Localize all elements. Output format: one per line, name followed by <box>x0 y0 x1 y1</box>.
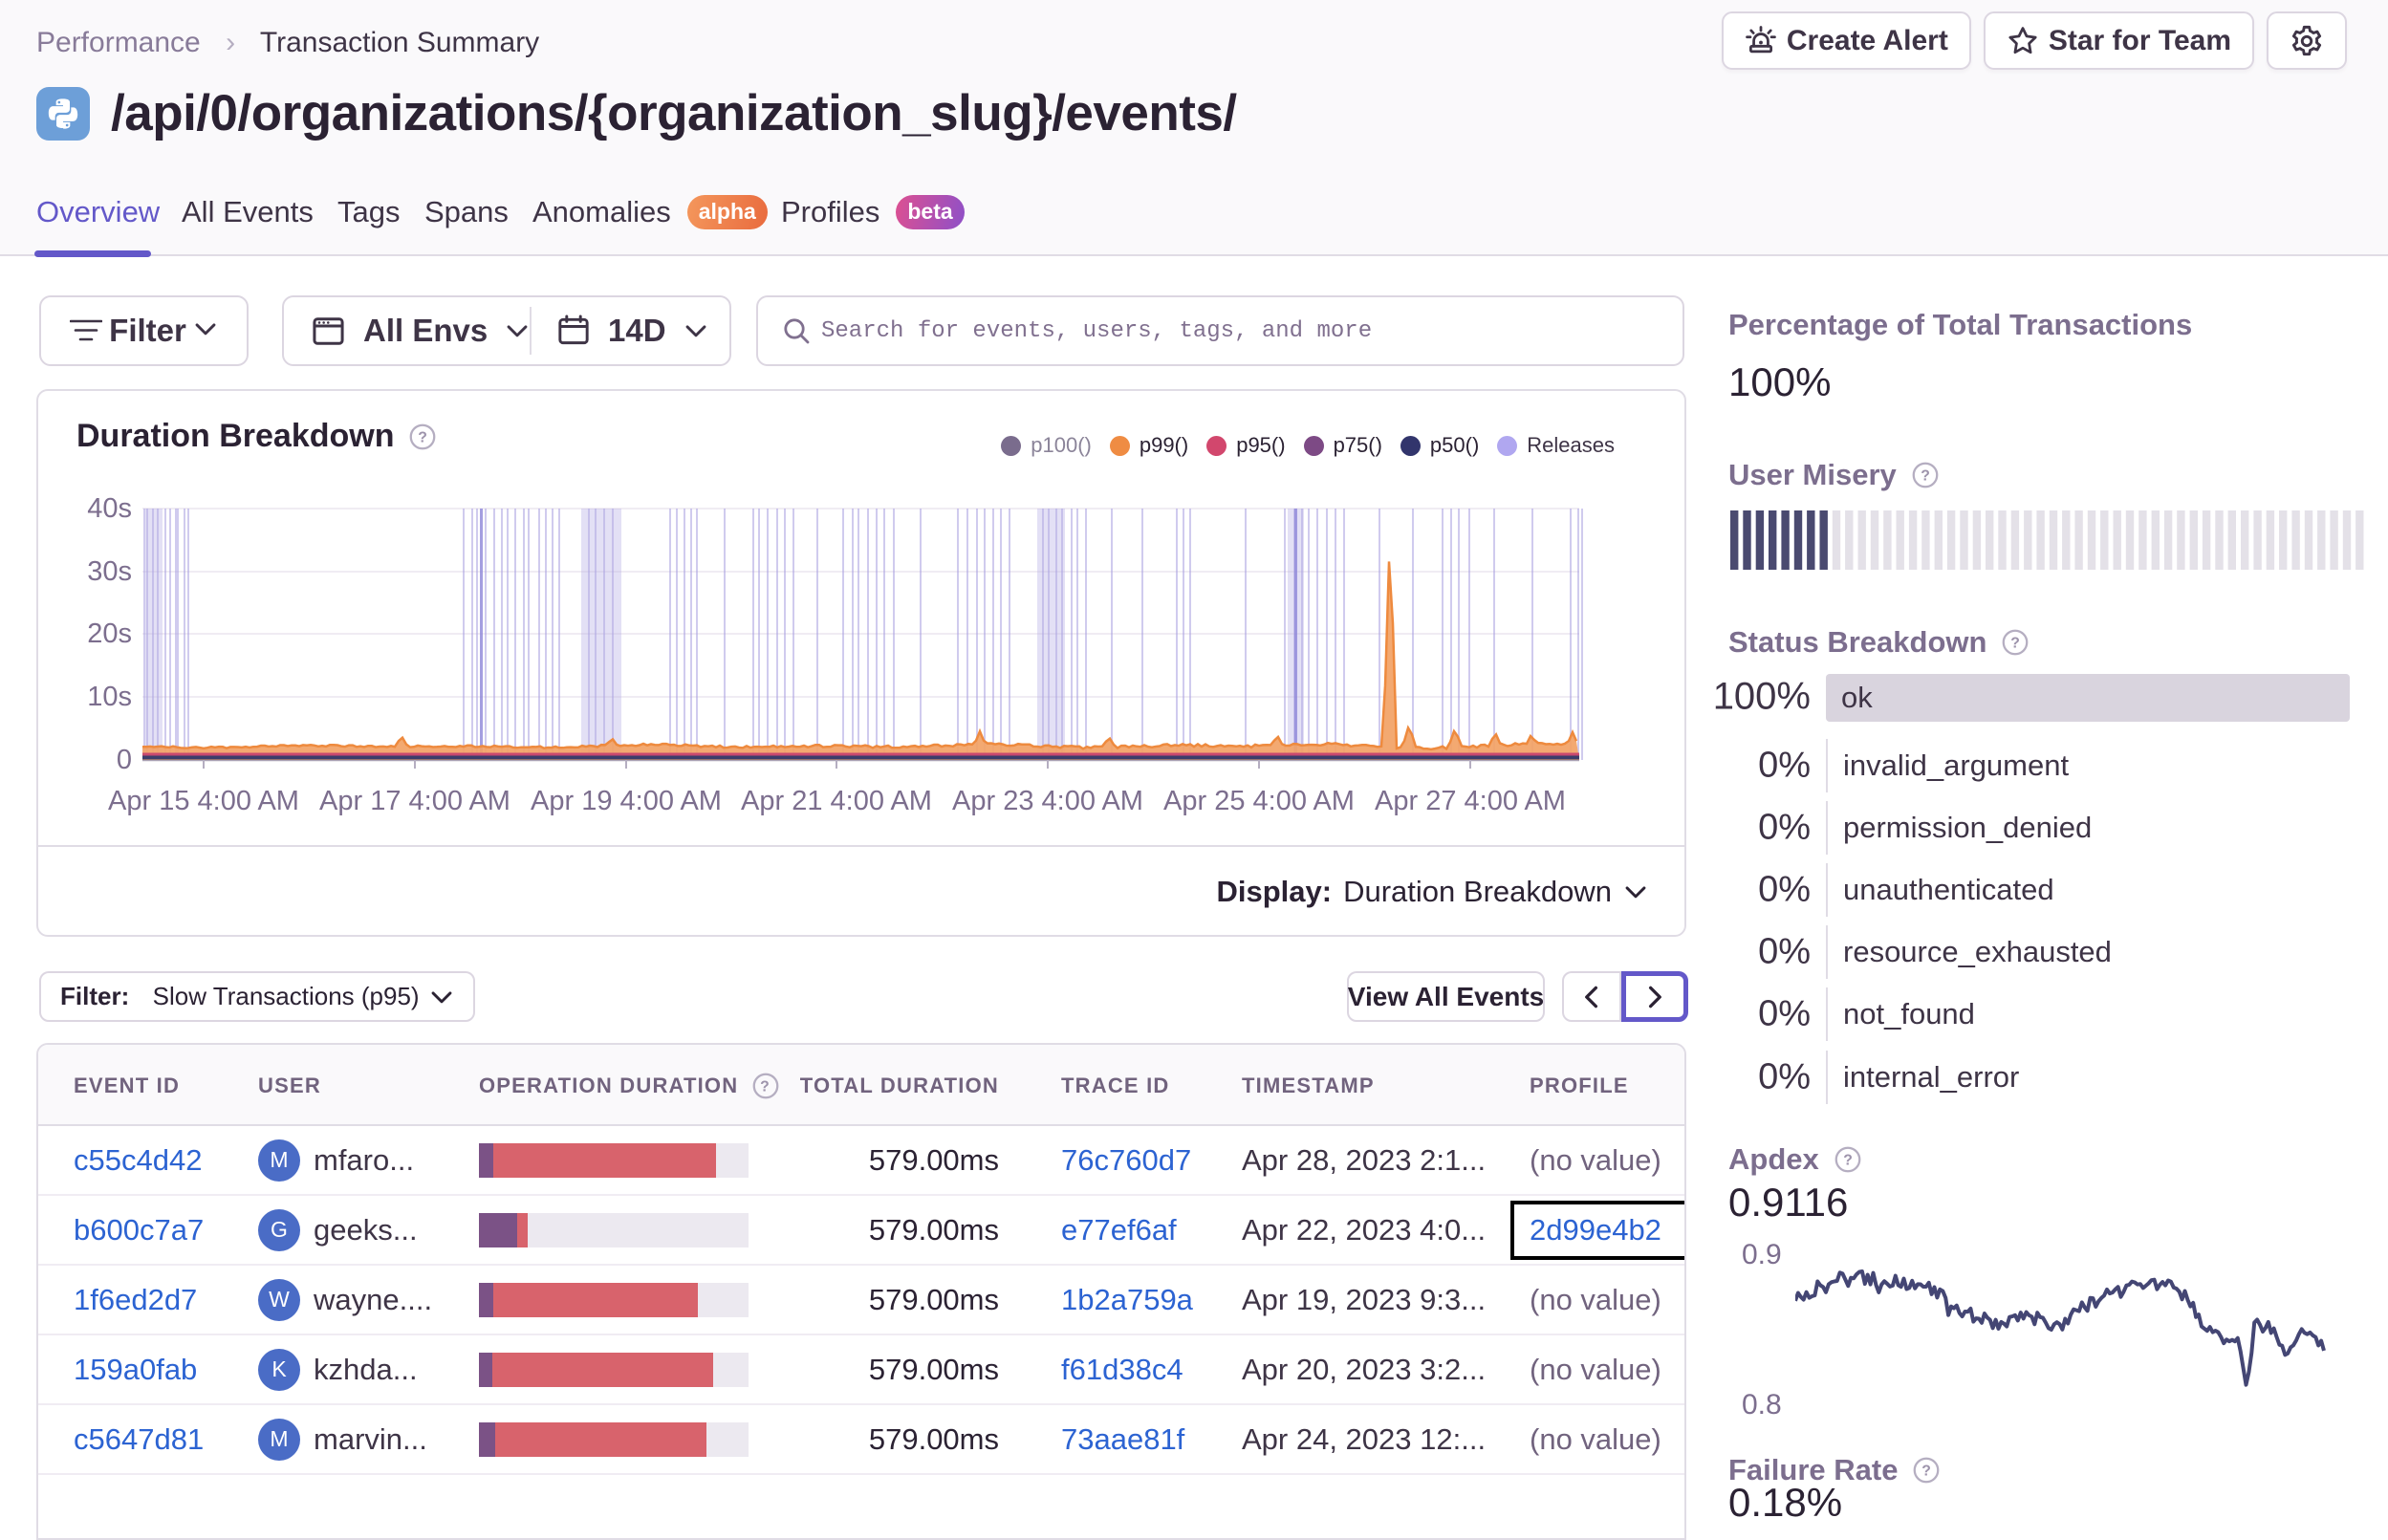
svg-text:?: ? <box>1843 1153 1853 1169</box>
svg-text:?: ? <box>760 1078 771 1095</box>
svg-text:?: ? <box>2011 636 2021 652</box>
svg-text:?: ? <box>1922 1464 1932 1480</box>
svg-text:?: ? <box>419 429 428 445</box>
svg-text:?: ? <box>1921 468 1930 485</box>
